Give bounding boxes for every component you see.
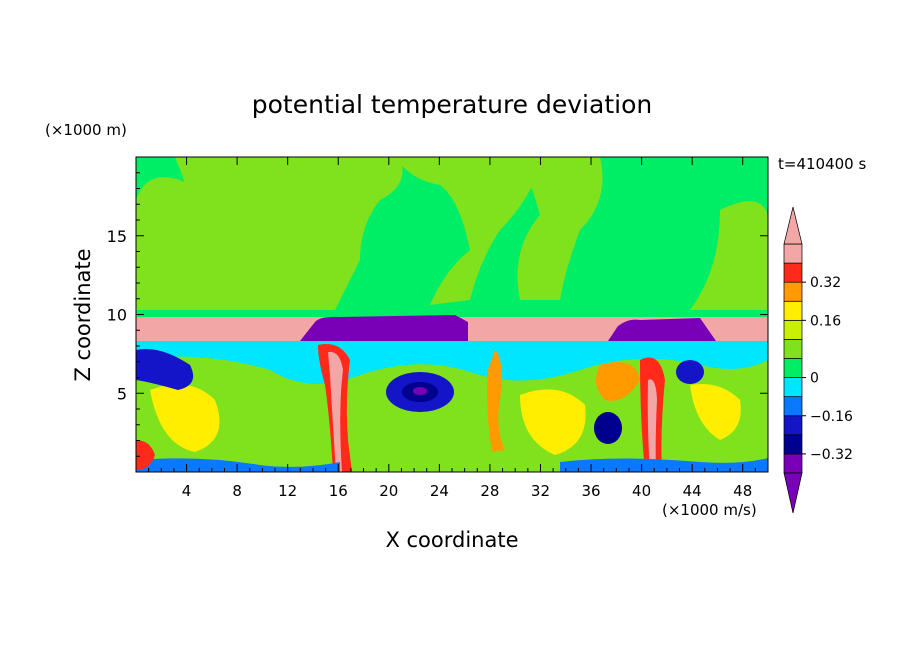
x-tick-label: 24 xyxy=(430,482,449,500)
cold-cap-right xyxy=(608,318,716,341)
warm-plume-right-core xyxy=(647,379,657,472)
upper-warm-patch-right xyxy=(517,157,603,300)
x-axis-ticks: 4 8 12 16 20 24 28 32 36 40 44 48 xyxy=(148,157,756,500)
x-tick-label: 16 xyxy=(329,482,348,500)
colorbar-swatch xyxy=(783,262,803,283)
x-tick-label: 32 xyxy=(531,482,550,500)
warm-plume-left-core xyxy=(328,351,343,472)
colorbar-swatch xyxy=(783,396,803,417)
cold-cap-left xyxy=(300,315,468,341)
colorbar-swatch xyxy=(783,358,803,378)
upper-warm-patch-mid xyxy=(395,157,545,305)
cold-band-lower-right xyxy=(560,458,768,472)
cold-eddy-center-inner xyxy=(413,387,427,395)
x-tick-label: 44 xyxy=(683,482,702,500)
colorbar-swatch xyxy=(783,243,803,264)
y-axis-label: Z coordinate xyxy=(71,248,95,381)
colorbar-swatch xyxy=(783,434,803,455)
colorbar-swatch xyxy=(783,415,803,436)
x-tick-label: 48 xyxy=(733,482,752,500)
colorbar: 0.32 0.16 0 −0.16 −0.32 xyxy=(783,206,853,514)
colorbar-over-arrow xyxy=(783,206,803,245)
y-unit-label: (×1000 m) xyxy=(45,121,127,139)
x-tick-label: 28 xyxy=(480,482,499,500)
y-tick-label: 15 xyxy=(107,227,127,246)
colorbar-swatch xyxy=(783,281,803,302)
x-axis-label: X coordinate xyxy=(385,528,518,552)
time-label: t=410400 s xyxy=(778,155,866,173)
y-tick-label: 10 xyxy=(107,306,127,325)
y-axis-ticks: 5 10 15 xyxy=(107,172,768,457)
colorbar-tick-label: −0.16 xyxy=(810,409,853,425)
x-tick-label: 40 xyxy=(632,482,651,500)
orange-swirl-mid xyxy=(487,350,505,452)
chart-title: potential temperature deviation xyxy=(252,90,652,119)
orange-swirl-right xyxy=(596,362,640,401)
warm-spot-left xyxy=(136,440,155,470)
x-unit-label: (×1000 m/s) xyxy=(662,501,757,519)
x-tick-label: 12 xyxy=(278,482,297,500)
colorbar-under-arrow xyxy=(783,472,803,514)
cold-blob-left xyxy=(136,349,194,390)
cold-eddy-lower-right xyxy=(594,412,622,444)
lower-green-band xyxy=(136,356,768,472)
x-tick-label: 20 xyxy=(379,482,398,500)
contour-field xyxy=(136,157,768,472)
colorbar-tick-label: 0.32 xyxy=(810,275,841,291)
y-tick-label: 5 xyxy=(117,384,127,403)
colorbar-swatch xyxy=(783,377,803,398)
cold-eddy-far-right xyxy=(676,360,704,384)
colorbar-tick-label: 0 xyxy=(810,371,819,387)
x-tick-label: 4 xyxy=(182,482,192,500)
colorbar-tick-label: 0.16 xyxy=(810,313,841,329)
colorbar-swatch xyxy=(783,453,803,474)
upper-warm-patch-center xyxy=(175,157,403,310)
colorbar-swatch xyxy=(783,319,803,340)
x-tick-label: 8 xyxy=(232,482,242,500)
colorbar-swatch xyxy=(783,300,803,321)
x-tick-label: 36 xyxy=(581,482,600,500)
colorbar-tick-label: −0.32 xyxy=(810,447,853,463)
colorbar-swatch xyxy=(783,339,803,359)
upper-warm-patch-far-right xyxy=(690,201,768,310)
